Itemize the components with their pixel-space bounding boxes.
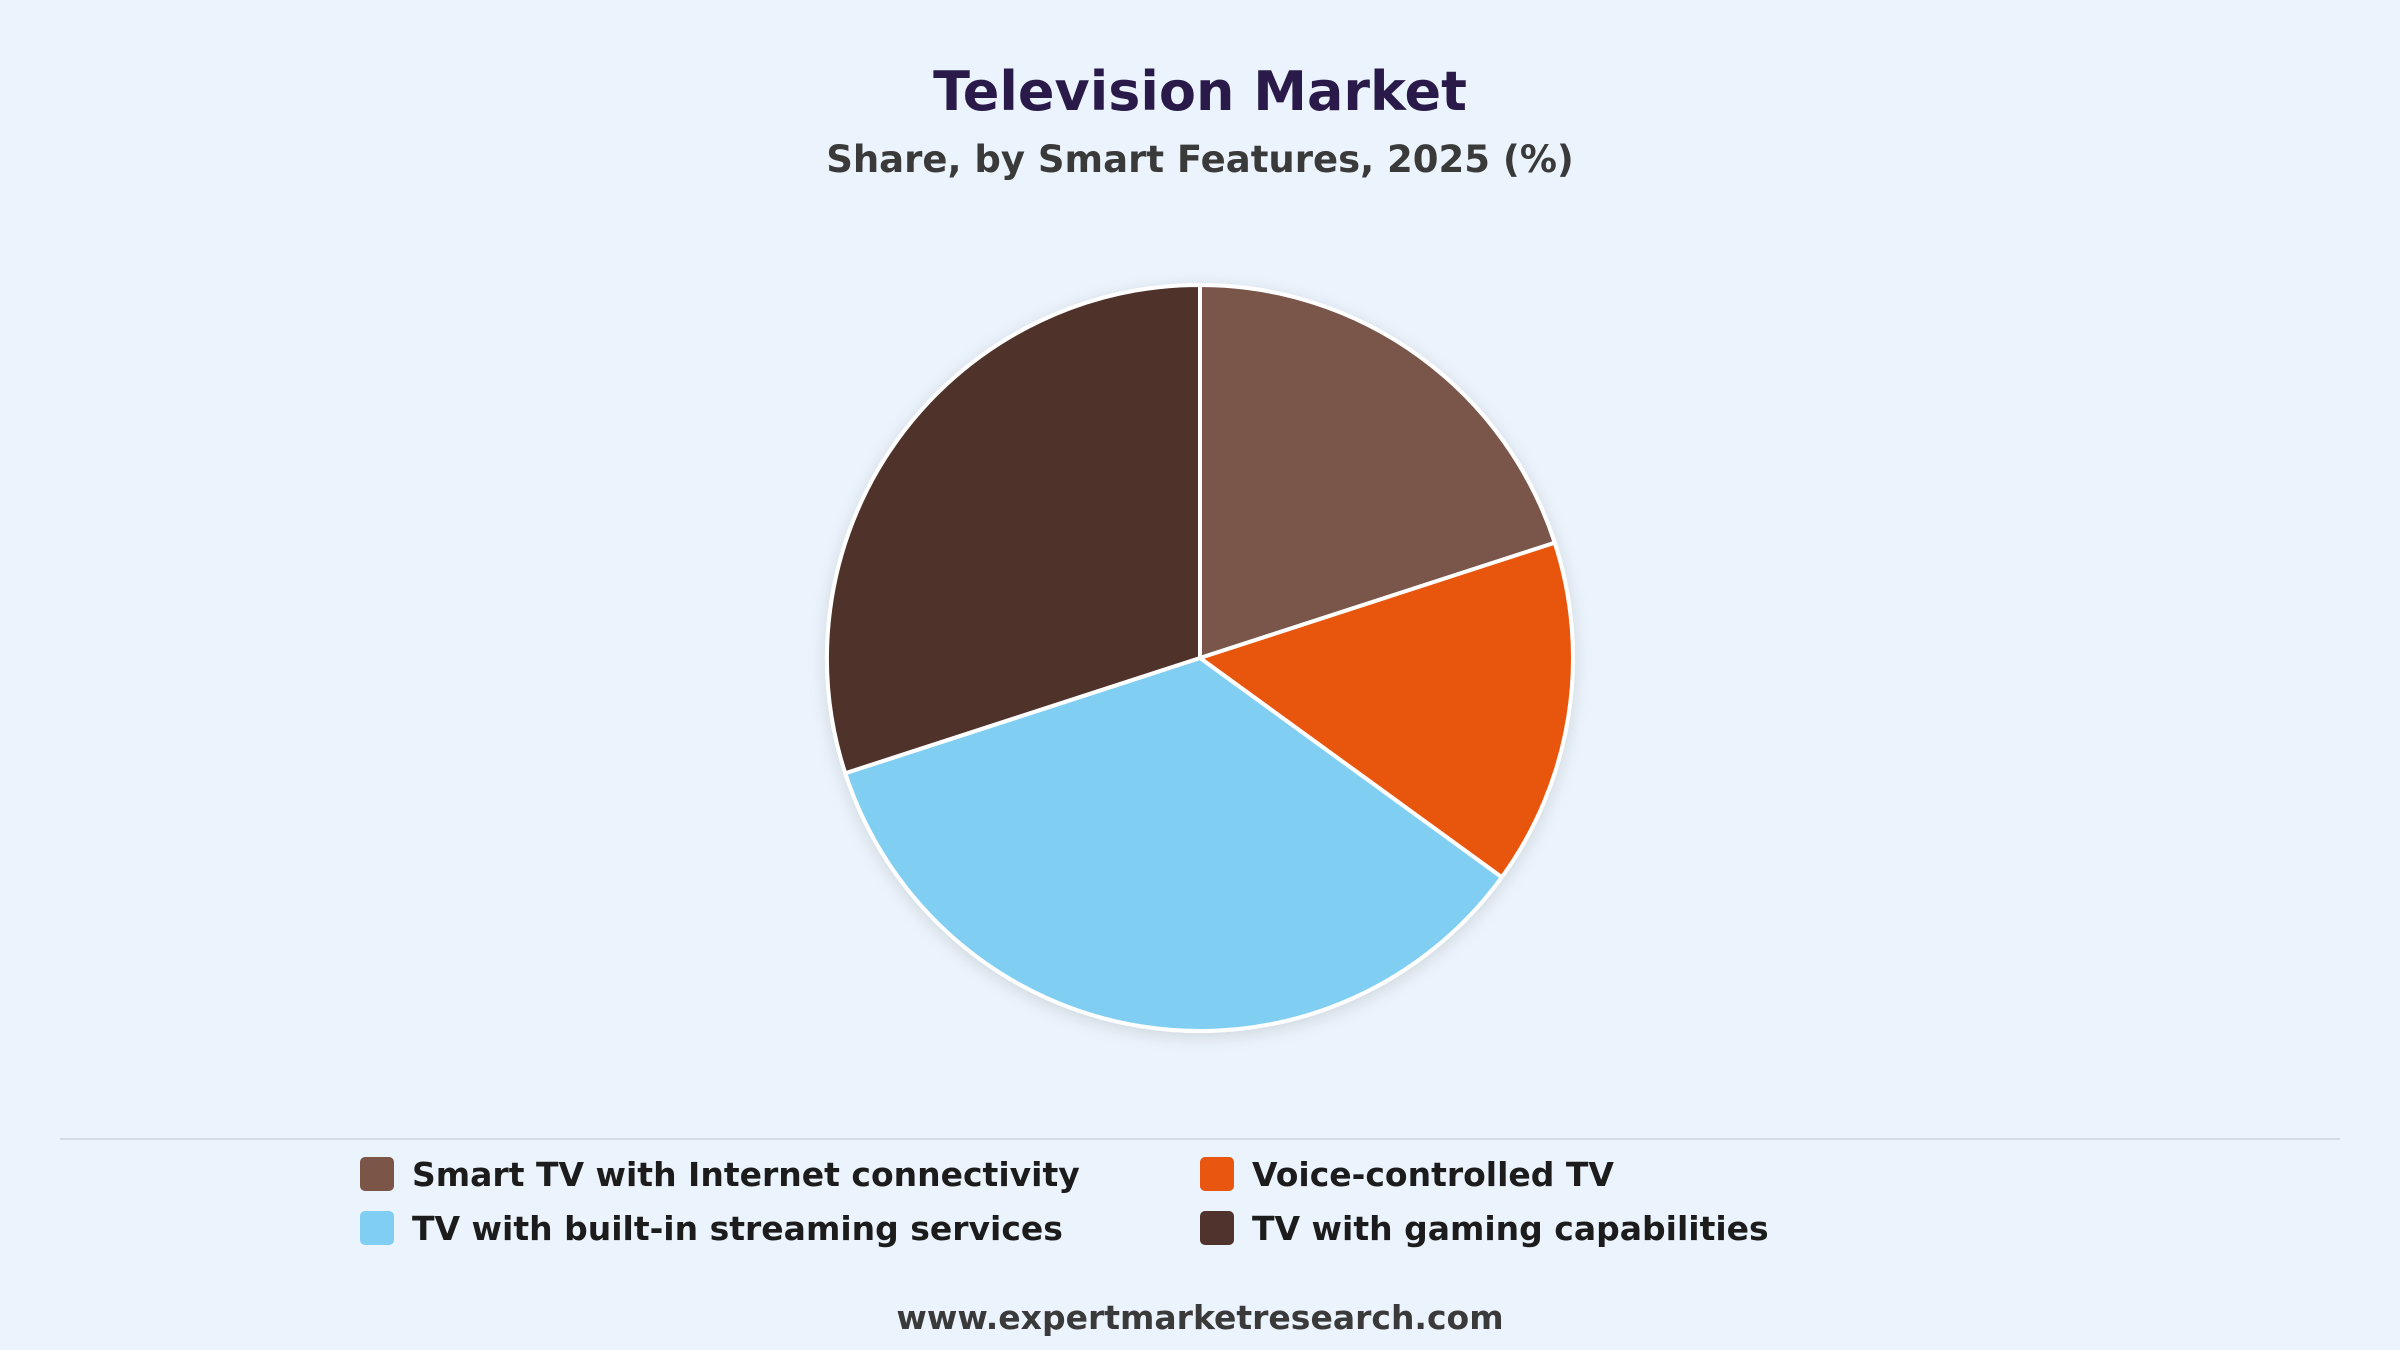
pie-slice-smart-tv-with-internet-connectivity[interactable] [1198, 283, 1557, 660]
pie-slice-tv-with-gaming-capabilities[interactable] [825, 283, 1202, 776]
legend-swatch [1200, 1211, 1234, 1245]
legend-item-streaming: TV with built-in streaming services [360, 1208, 1200, 1248]
chart-subtitle: Share, by Smart Features, 2025 (%) [826, 138, 1574, 181]
pie-chart [825, 283, 1575, 1033]
legend-label: TV with gaming capabilities [1252, 1208, 1769, 1248]
pie-slice-voice-controlled-tv[interactable] [1198, 540, 1575, 880]
legend-item-gaming: TV with gaming capabilities [1200, 1208, 1860, 1248]
chart-title: Television Market [933, 60, 1467, 123]
legend-divider [60, 1138, 2340, 1140]
pie-slices [825, 283, 1575, 1033]
legend: Smart TV with Internet connectivity Voic… [360, 1154, 1860, 1248]
legend-label: TV with built-in streaming services [412, 1208, 1063, 1248]
legend-swatch [1200, 1157, 1234, 1191]
legend-item-voice-controlled: Voice-controlled TV [1200, 1154, 1860, 1194]
legend-item-smart-tv: Smart TV with Internet connectivity [360, 1154, 1200, 1194]
source-url[interactable]: www.expertmarketresearch.com [896, 1298, 1504, 1337]
legend-swatch [360, 1157, 394, 1191]
legend-swatch [360, 1211, 394, 1245]
legend-label: Smart TV with Internet connectivity [412, 1154, 1080, 1194]
pie-slice-tv-with-built-in-streaming-services[interactable] [843, 656, 1504, 1033]
legend-label: Voice-controlled TV [1252, 1154, 1614, 1194]
